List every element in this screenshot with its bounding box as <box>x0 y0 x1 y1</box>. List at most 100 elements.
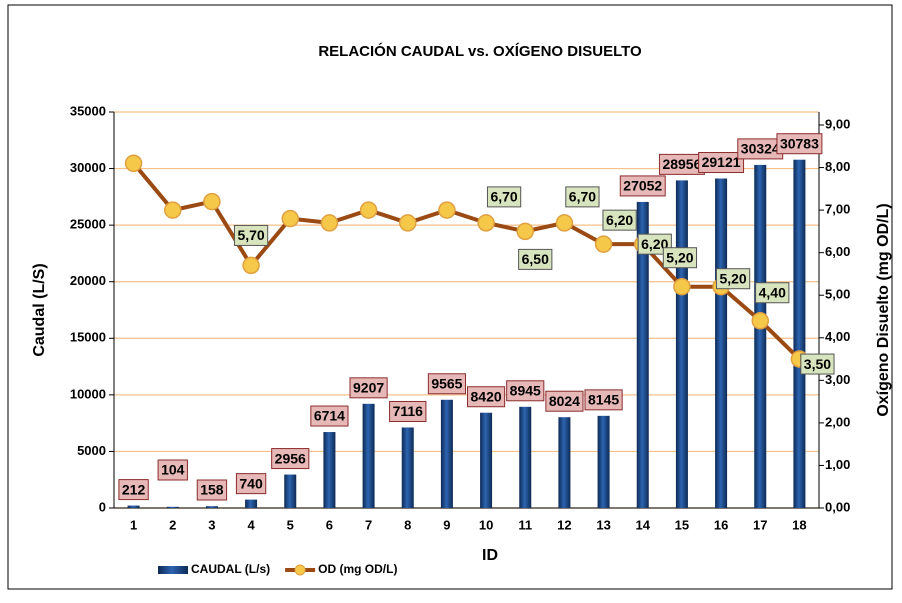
bar-label: 740 <box>235 473 267 495</box>
bar <box>362 403 375 508</box>
bar-label-box <box>196 479 228 501</box>
line-label-box <box>662 247 698 269</box>
line-label: 5,20 <box>662 247 698 269</box>
legend-marker <box>294 564 306 576</box>
bar <box>401 427 414 508</box>
line-label-text: 6,20 <box>606 212 633 228</box>
x-tick-label: 8 <box>404 517 411 532</box>
bar <box>675 180 688 508</box>
x-tick-label: 10 <box>479 517 493 532</box>
line-label-text: 6,50 <box>522 251 549 267</box>
line-marker <box>438 201 456 219</box>
bar <box>558 417 571 508</box>
y2-tick-label: 7,00 <box>825 202 850 217</box>
bar-label-box <box>584 389 623 411</box>
line-marker <box>164 201 182 219</box>
bar-label-text: 8024 <box>549 393 580 409</box>
line-label-box <box>602 209 637 231</box>
x-tick-label: 6 <box>326 517 333 532</box>
bar-label: 30324 <box>737 138 784 160</box>
bar-label-text: 30783 <box>780 135 819 151</box>
x-tick-label: 7 <box>365 517 372 532</box>
y-tick-label: 5000 <box>77 443 106 458</box>
bar-label-box <box>118 479 149 501</box>
x-tick-label: 18 <box>792 517 806 532</box>
bar <box>440 399 453 508</box>
bar-label-box <box>427 373 466 395</box>
bar <box>480 412 493 508</box>
line-marker <box>399 214 417 232</box>
bar-label-text: 8145 <box>588 392 619 408</box>
y-tick-label: 20000 <box>70 273 106 288</box>
line-label-text: 3,50 <box>804 356 831 372</box>
bar-label-text: 27052 <box>623 178 662 194</box>
bar <box>166 506 179 508</box>
bar-label-box <box>467 386 506 408</box>
y-tick-label: 10000 <box>70 386 106 401</box>
x-tick-label: 14 <box>636 517 651 532</box>
bar <box>519 406 532 508</box>
bar-label: 9207 <box>349 377 388 399</box>
x-tick-label: 3 <box>208 517 215 532</box>
bar-label: 2956 <box>271 448 310 470</box>
line-label-box <box>486 186 522 208</box>
bar-label-text: 740 <box>239 475 263 491</box>
line-label-box <box>518 248 553 270</box>
line-marker <box>477 214 495 232</box>
legend-label: CAUDAL (L/s) <box>191 562 270 576</box>
x-tick-label: 1 <box>130 517 137 532</box>
bar-label: 27052 <box>619 175 666 197</box>
line-label-box <box>233 224 269 246</box>
x-tick-label: 4 <box>247 517 255 532</box>
bar <box>245 499 258 508</box>
line-label-text: 6,70 <box>569 189 596 205</box>
x-tick-label: 11 <box>518 517 532 532</box>
bar <box>597 415 610 508</box>
line-label-box <box>755 282 790 304</box>
bar-label-text: 29121 <box>702 154 741 170</box>
bar-label-box <box>619 175 666 197</box>
line-marker <box>594 235 613 253</box>
y-tick-label: 0 <box>99 499 106 514</box>
line-marker <box>203 192 221 211</box>
line-marker <box>242 256 260 275</box>
bar-label-text: 8945 <box>510 382 541 398</box>
y2-tick-label: 5,00 <box>825 287 850 302</box>
bar-label: 8024 <box>545 390 584 412</box>
bar-label: 9565 <box>427 373 466 395</box>
chart-title: RELACIÓN CAUDAL vs. OXÍGENO DISUELTO <box>318 42 642 60</box>
x-tick-label: 2 <box>169 517 176 532</box>
bar <box>754 164 767 509</box>
line-marker <box>673 277 691 296</box>
x-axis-title: ID <box>482 547 498 564</box>
bar <box>284 474 297 508</box>
bar-label: 212 <box>118 479 149 501</box>
y-tick-label: 35000 <box>70 103 106 118</box>
y-tick-label: 30000 <box>70 160 106 175</box>
line-label: 3,50 <box>800 353 835 375</box>
x-tick-label: 13 <box>596 517 610 532</box>
bar-label: 8420 <box>467 386 506 408</box>
x-tick-label: 12 <box>557 517 571 532</box>
line-label: 5,20 <box>715 268 751 290</box>
bar-label: 7116 <box>389 400 427 422</box>
legend-label: OD (mg OD/L) <box>318 562 397 576</box>
line-label-box <box>565 186 600 208</box>
bar <box>205 506 218 508</box>
line-label-text: 6,20 <box>641 236 668 252</box>
line-label-text: 4,40 <box>759 284 786 300</box>
bar-label-box <box>506 380 545 402</box>
bar <box>636 201 649 508</box>
bar-label-text: 2956 <box>275 450 306 466</box>
line-label-text: 6,70 <box>490 189 517 205</box>
line-label: 4,40 <box>755 282 790 304</box>
line-label-box <box>715 268 751 290</box>
bar <box>793 159 806 508</box>
line-marker <box>281 209 299 228</box>
bar-label-text: 104 <box>161 462 185 478</box>
bar-label-text: 6714 <box>314 408 345 424</box>
y2-tick-label: 1,00 <box>825 457 850 472</box>
line-marker <box>320 214 339 232</box>
x-tick-label: 16 <box>714 517 728 532</box>
